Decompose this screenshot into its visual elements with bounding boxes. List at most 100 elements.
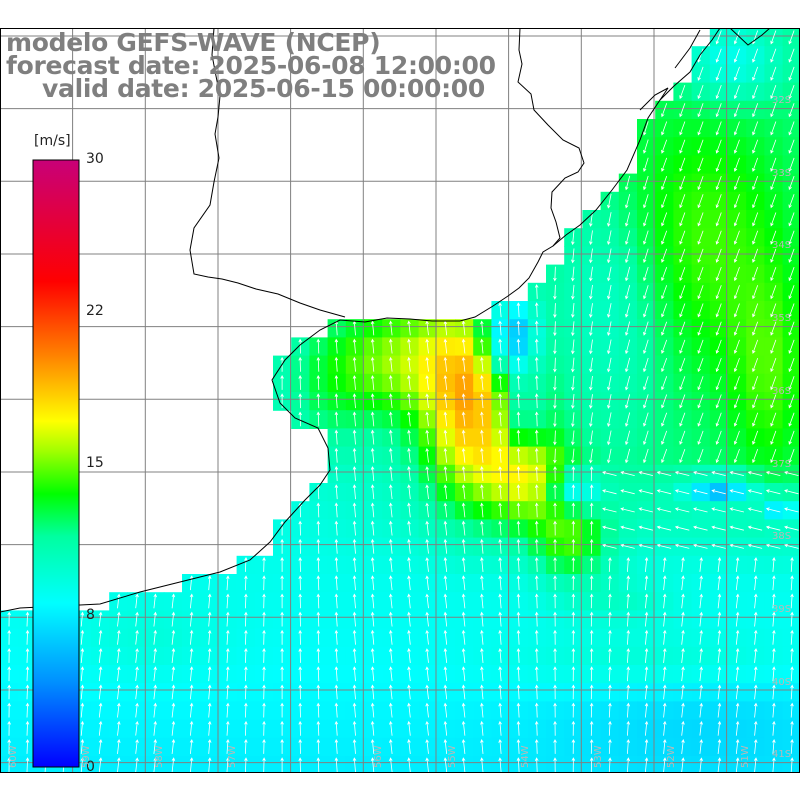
wind-arrow xyxy=(733,448,740,464)
wind-arrow xyxy=(534,302,539,318)
colorbar-tick-15: 15 xyxy=(86,455,104,471)
wind-arrow xyxy=(697,212,704,227)
wind-arrow xyxy=(316,375,321,390)
wind-arrow xyxy=(516,302,521,318)
lat-label-35s: 35S xyxy=(772,313,792,324)
wind-arrow xyxy=(790,666,794,682)
wind-arrow xyxy=(407,629,411,645)
wind-arrow xyxy=(697,285,704,300)
wind-arrow xyxy=(607,284,612,300)
wind-arrow xyxy=(135,720,139,736)
wind-arrow xyxy=(135,629,139,645)
wind-arrow xyxy=(752,339,759,354)
wind-arrow xyxy=(553,484,557,500)
wind-arrow xyxy=(407,375,411,390)
wind-arrow xyxy=(607,412,612,428)
wind-arrow xyxy=(189,720,194,736)
wind-arrow xyxy=(571,739,576,754)
wind-arrow xyxy=(516,557,521,572)
wind-arrow xyxy=(790,629,794,645)
wind-arrow xyxy=(352,466,357,481)
wind-arrow xyxy=(753,702,758,718)
wind-arrow xyxy=(534,739,539,754)
wind-arrow xyxy=(681,757,685,773)
wind-arrow xyxy=(661,376,668,391)
wind-arrow xyxy=(770,394,777,409)
wind-arrow xyxy=(443,393,448,409)
wind-arrow xyxy=(747,543,763,549)
wind-arrow xyxy=(699,611,703,627)
wind-arrow xyxy=(498,666,502,682)
wind-arrow xyxy=(407,575,411,591)
wind-arrow xyxy=(699,739,703,754)
wind-arrow xyxy=(679,357,686,373)
wind-arrow xyxy=(425,466,429,481)
lon-label-52w: 52W xyxy=(666,745,677,768)
wind-arrow xyxy=(625,284,631,300)
wind-arrow xyxy=(370,320,375,336)
wind-arrow xyxy=(661,266,668,282)
wind-arrow xyxy=(334,502,339,518)
wind-arrow xyxy=(752,376,759,391)
wind-arrow xyxy=(790,557,794,572)
wind-arrow xyxy=(788,357,795,373)
wind-arrow xyxy=(352,338,357,354)
wind-arrow xyxy=(534,520,539,536)
wind-arrow xyxy=(298,629,302,645)
wind-arrow xyxy=(334,447,339,463)
wind-arrow xyxy=(352,429,357,445)
wind-arrow xyxy=(625,321,631,336)
wind-arrow xyxy=(425,484,429,500)
wind-arrow xyxy=(656,507,672,513)
wind-arrow xyxy=(625,448,631,464)
wind-arrow xyxy=(553,394,557,409)
wind-arrow xyxy=(770,430,777,445)
wind-arrow xyxy=(280,575,284,591)
wind-arrow xyxy=(661,357,668,373)
wind-arrow xyxy=(262,666,266,682)
wind-arrow xyxy=(153,720,157,736)
wind-arrow xyxy=(80,629,85,645)
wind-arrow xyxy=(443,666,448,682)
wind-arrow xyxy=(643,212,649,227)
wind-arrow xyxy=(765,543,781,549)
wind-arrow xyxy=(334,702,339,718)
wind-arrow xyxy=(207,684,212,700)
wind-arrow xyxy=(607,303,612,318)
wind-arrow xyxy=(80,757,85,773)
wind-arrow xyxy=(715,175,722,191)
wind-arrow xyxy=(298,593,302,609)
wind-arrow xyxy=(280,720,284,736)
wind-arrow xyxy=(571,611,576,627)
wind-arrow xyxy=(226,575,230,591)
wind-arrow xyxy=(681,720,685,736)
wind-arrow xyxy=(534,629,539,645)
wind-arrow xyxy=(607,448,612,464)
wind-arrow xyxy=(571,502,576,518)
wind-arrow xyxy=(589,520,594,536)
wind-arrow xyxy=(498,429,502,445)
wind-arrow xyxy=(697,376,704,391)
wind-arrow xyxy=(788,412,795,427)
wind-arrow xyxy=(643,157,649,173)
wind-arrow xyxy=(316,356,321,372)
wind-arrow xyxy=(153,702,157,718)
wind-arrow xyxy=(697,84,704,100)
wind-arrow xyxy=(571,648,576,663)
wind-arrow xyxy=(389,720,393,736)
wind-arrow xyxy=(747,507,763,513)
wind-arrow xyxy=(662,593,667,609)
wind-arrow xyxy=(280,684,284,700)
wind-arrow xyxy=(280,520,284,536)
wind-arrow xyxy=(370,338,375,354)
wind-arrow xyxy=(602,471,617,476)
wind-arrow xyxy=(715,394,722,409)
wind-arrow xyxy=(571,357,575,373)
wind-arrow xyxy=(697,266,704,282)
wind-arrow xyxy=(643,266,649,282)
wind-arrow xyxy=(553,666,557,682)
wind-arrow xyxy=(608,702,612,718)
wind-arrow xyxy=(461,356,466,372)
wind-arrow xyxy=(316,338,321,354)
wind-arrow xyxy=(498,702,502,718)
